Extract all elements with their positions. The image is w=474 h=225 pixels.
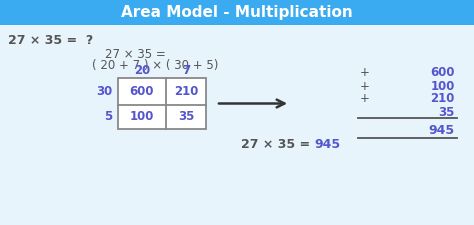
Text: ( 20 + 7 ) × ( 30 + 5): ( 20 + 7 ) × ( 30 + 5): [92, 59, 219, 72]
Text: 27 × 35 =  ?: 27 × 35 = ?: [8, 34, 93, 47]
Text: 35: 35: [178, 110, 194, 124]
Text: 600: 600: [130, 85, 154, 98]
Text: 27 × 35 =: 27 × 35 =: [241, 139, 310, 151]
Text: 100: 100: [430, 79, 455, 92]
Text: +: +: [360, 67, 370, 79]
Text: +: +: [360, 92, 370, 106]
Text: 210: 210: [174, 85, 198, 98]
Text: 35: 35: [438, 106, 455, 119]
Text: +: +: [360, 79, 370, 92]
Text: 100: 100: [130, 110, 154, 124]
Text: 210: 210: [430, 92, 455, 106]
Text: Area Model - Multiplication: Area Model - Multiplication: [121, 5, 353, 20]
Text: 945: 945: [429, 124, 455, 137]
Text: 27 × 35 =: 27 × 35 =: [105, 47, 166, 61]
Bar: [118, 78, 206, 129]
Text: 30: 30: [96, 85, 112, 98]
Text: 600: 600: [430, 67, 455, 79]
Text: 945: 945: [314, 139, 340, 151]
Text: 20: 20: [134, 65, 150, 77]
Text: 5: 5: [104, 110, 112, 124]
Bar: [0, 0, 474, 25]
Text: 7: 7: [182, 65, 190, 77]
